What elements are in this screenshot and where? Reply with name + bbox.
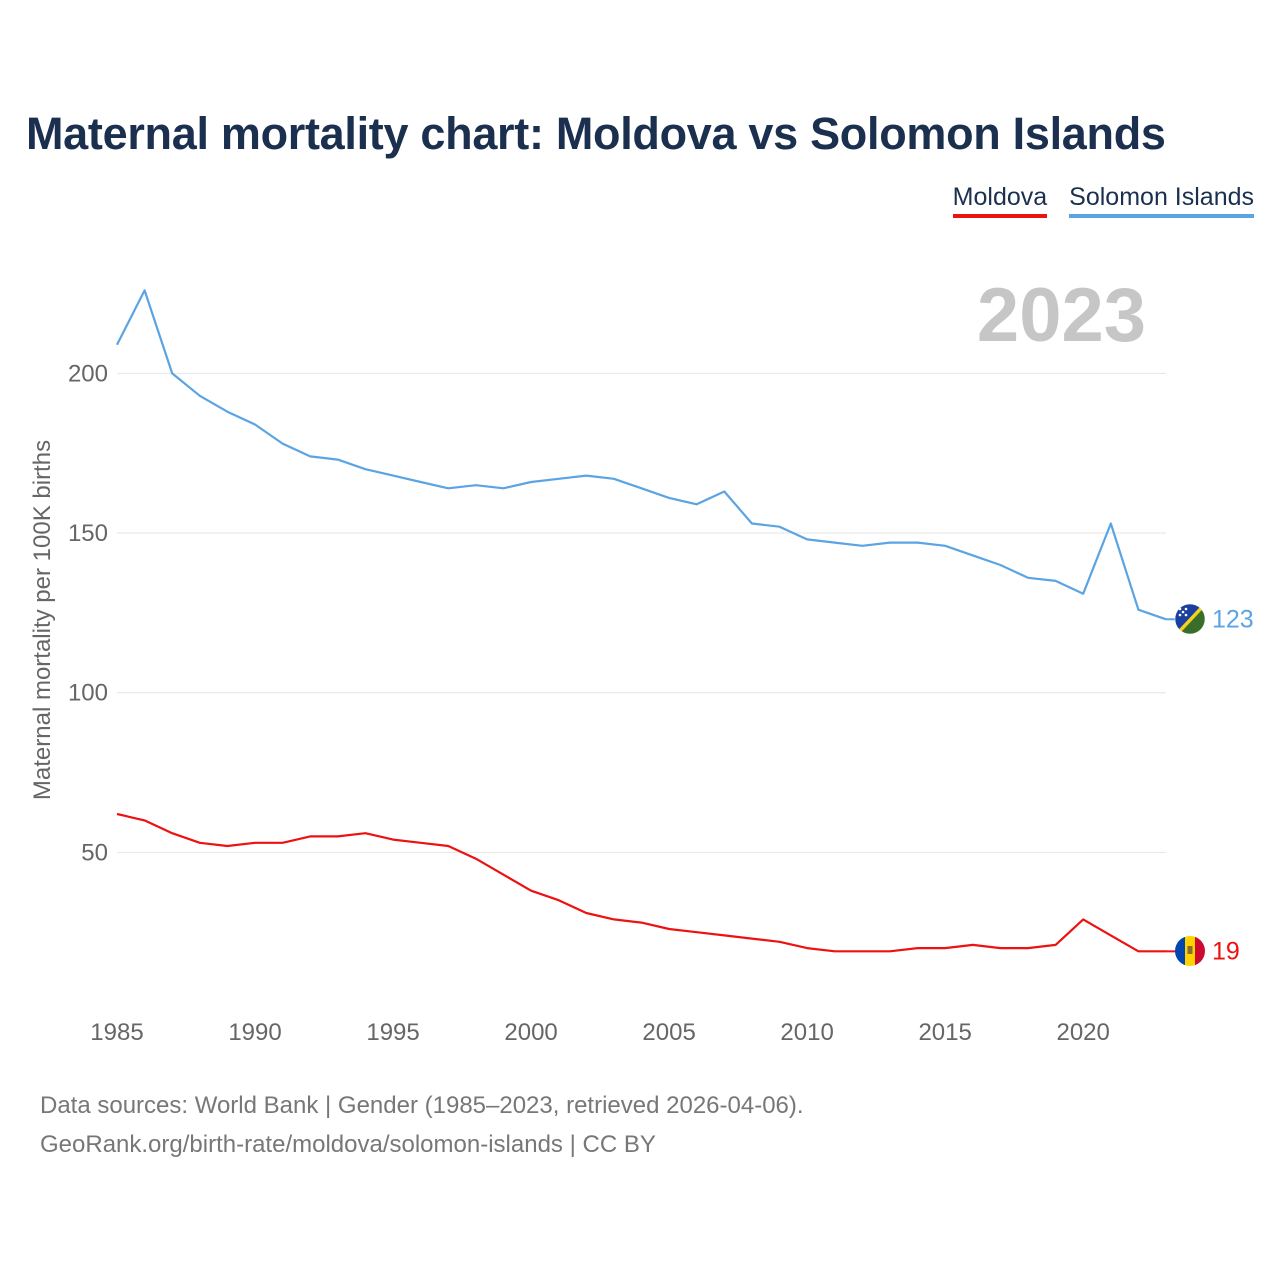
gridlines: [117, 372, 1166, 853]
x-tick-label: 1995: [366, 1019, 419, 1046]
end-value-label-moldova: 19: [1212, 937, 1240, 965]
series-lines: [116, 289, 1167, 953]
x-tick-label: 2010: [780, 1019, 833, 1046]
series-end-markers: 19 123: [1166, 605, 1254, 965]
y-tick-label: 200: [68, 360, 108, 387]
y-tick-label: 150: [68, 520, 108, 547]
series-line-moldova: [116, 812, 1166, 953]
data-source-note: Data sources: World Bank | Gender (1985–…: [40, 1092, 804, 1119]
x-tick-label: 1990: [228, 1019, 281, 1046]
y-axis-label: Maternal mortality per 100K births: [29, 440, 56, 800]
y-tick-label: 100: [68, 680, 108, 707]
line-chart: 50 100 150 200 1985 1990 1995 2000 2005 2010 2015…: [29, 289, 1254, 1046]
series-line-solomon-islands: [116, 289, 1167, 621]
footer: Data sources: World Bank | Gender (1985–…: [40, 1086, 804, 1164]
legend-item-solomon-islands[interactable]: Solomon Islands: [1069, 183, 1254, 218]
end-value-label-solomon-islands: 123: [1212, 605, 1254, 633]
legend-item-moldova[interactable]: Moldova: [952, 183, 1048, 218]
x-tick-label: 2005: [642, 1019, 695, 1046]
x-tick-label: 2020: [1056, 1019, 1109, 1046]
solomon-islands-flag-icon: [1175, 604, 1205, 634]
moldova-flag-icon: [1175, 936, 1205, 966]
x-tick-label: 1985: [90, 1019, 143, 1046]
legend: Moldova Solomon Islands: [952, 183, 1254, 218]
x-axis-ticks: 1985 1990 1995 2000 2005 2010 2015 2020: [90, 1019, 1110, 1046]
year-indicator: 2023: [976, 273, 1146, 358]
y-axis-ticks: 50 100 150 200: [68, 360, 108, 866]
y-tick-label: 50: [81, 839, 108, 866]
chart-title: Maternal mortality chart: Moldova vs Sol…: [26, 108, 1166, 159]
source-url-license: GeoRank.org/birth-rate/moldova/solomon-i…: [40, 1131, 656, 1158]
x-tick-label: 2015: [918, 1019, 971, 1046]
x-tick-label: 2000: [504, 1019, 557, 1046]
